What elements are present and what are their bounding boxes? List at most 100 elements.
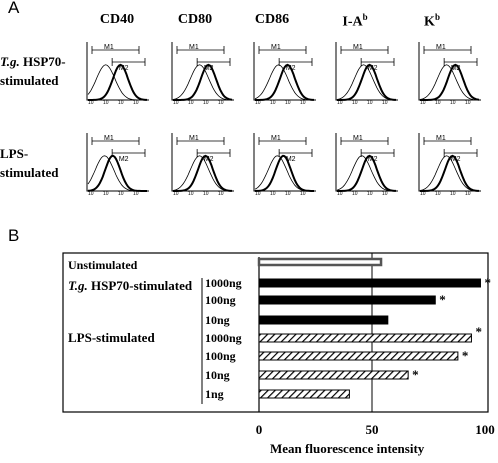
gate-m1-label: M1	[104, 135, 114, 142]
histogram-tick-label: 10	[173, 100, 179, 104]
histogram-axes	[335, 42, 398, 101]
x-axis-title: Mean fluorescence intensity	[270, 441, 425, 456]
histogram-tick-label: 10	[270, 100, 276, 104]
gate-m2-bracket	[278, 149, 313, 157]
bar-dose-label-5: 100ng	[205, 349, 236, 363]
gate-m1-bracket	[423, 46, 472, 54]
histogram-curve-thick	[255, 63, 314, 101]
histogram-tick-label: 10	[133, 100, 139, 104]
histogram-curve-thick	[337, 63, 396, 101]
bar-4	[258, 333, 472, 343]
histogram-axes	[335, 133, 398, 192]
column-header-0: CD40	[82, 12, 152, 28]
row-label-tg-hsp70: T.g. HSP70- stimulated	[0, 52, 86, 90]
histogram-axes	[86, 133, 149, 192]
row-label-lps-line2: stimulated	[0, 165, 59, 180]
gate-m2-label: M2	[451, 65, 461, 72]
x-tick-label-1: 50	[366, 422, 379, 437]
histogram-curve-thin	[419, 64, 479, 101]
histogram-curve-thin	[254, 64, 314, 101]
gate-m1-label: M1	[271, 135, 281, 142]
significance-mark-5: *	[462, 348, 469, 363]
histogram-tick-label: 10	[420, 191, 426, 195]
bar-5	[258, 351, 459, 361]
histogram-curve-thick	[173, 154, 232, 192]
histogram-tick-label: 10	[203, 100, 209, 104]
gate-m1-label: M1	[436, 44, 446, 51]
gate-m1-label: M1	[353, 135, 363, 142]
histogram-r0-c3: M1 M2 10 10 10 10	[333, 40, 400, 106]
histogram-axes	[86, 42, 149, 101]
column-header-name: I-A	[342, 14, 363, 30]
gate-m1-bracket	[423, 137, 472, 145]
bar-0	[257, 257, 383, 267]
histogram-tick-label: 10	[352, 100, 358, 104]
histogram-tick-label: 10	[352, 191, 358, 195]
histogram-tick-label: 10	[300, 191, 306, 195]
histogram-tick-label: 10	[450, 100, 456, 104]
histogram-tick-label: 10	[103, 100, 109, 104]
gate-m2-bracket	[443, 58, 478, 66]
row-label-lps-line1: LPS-	[0, 146, 29, 161]
histogram-tick-label: 10	[88, 100, 94, 104]
panel-b-letter: B	[8, 226, 20, 245]
gate-m1-label: M1	[353, 44, 363, 51]
histogram-tick-label: 10	[133, 191, 139, 195]
gate-m2-bracket	[111, 58, 146, 66]
significance-mark-2: *	[439, 292, 446, 307]
bar-1	[258, 278, 481, 288]
significance-mark-4: *	[475, 324, 482, 339]
gate-m2-bracket	[196, 149, 231, 157]
histogram-r0-c1: M1 M2 10 10 10 10	[169, 40, 236, 106]
histogram-r1-c1: M1 M2 10 10 10 10	[169, 131, 236, 197]
histogram-tick-label: 10	[337, 191, 343, 195]
histogram-tick-label: 10	[420, 100, 426, 104]
row-label-tg-italic: T.g.	[0, 54, 20, 69]
chart-frame	[62, 252, 489, 413]
histogram-tick-label: 10	[285, 100, 291, 104]
column-header-4: Kb	[397, 12, 467, 31]
label-unstimulated: Unstimulated	[68, 258, 138, 272]
gate-m1-bracket	[91, 137, 140, 145]
histogram-tick-label: 10	[285, 191, 291, 195]
gate-m1-label: M1	[189, 135, 199, 142]
column-header-superscript: b	[434, 12, 440, 22]
histogram-tick-label: 10	[465, 191, 471, 195]
histogram-axes	[171, 133, 234, 192]
histogram-curve-thick	[173, 63, 233, 101]
histogram-curve-thick	[420, 154, 479, 192]
histogram-tick-label: 10	[173, 191, 179, 195]
histogram-tick-label: 10	[367, 100, 373, 104]
histogram-tick-label: 10	[465, 100, 471, 104]
histogram-tick-label: 10	[188, 100, 194, 104]
histogram-tick-label: 10	[118, 100, 124, 104]
gate-m2-label: M2	[204, 65, 214, 72]
label-tg-rest: HSP70-stimulated	[87, 278, 193, 293]
label-lps-stimulated: LPS-stimulated	[68, 330, 155, 345]
histogram-tick-label: 10	[382, 191, 388, 195]
bar-dose-label-6: 10ng	[205, 368, 230, 382]
histogram-tick-label: 10	[203, 191, 209, 195]
column-header-name: CD80	[177, 12, 213, 27]
histogram-tick-label: 10	[435, 191, 441, 195]
gate-m1-label: M1	[104, 44, 114, 51]
panel-a-letter: A	[8, 0, 20, 17]
histogram-tick-label: 10	[218, 191, 224, 195]
histogram-curve-thin	[172, 64, 232, 101]
histogram-curve-thick	[337, 154, 396, 192]
histogram-tick-label: 10	[337, 100, 343, 104]
histogram-tick-label: 10	[382, 100, 388, 104]
gate-m1-label: M1	[436, 135, 446, 142]
gate-m1-bracket	[340, 137, 389, 145]
x-tick-label-0: 0	[256, 422, 263, 437]
histogram-r0-c2: M1 M2 10 10 10 10	[251, 40, 318, 106]
x-tick-label-2: 100	[475, 422, 495, 437]
bar-7	[258, 389, 350, 399]
